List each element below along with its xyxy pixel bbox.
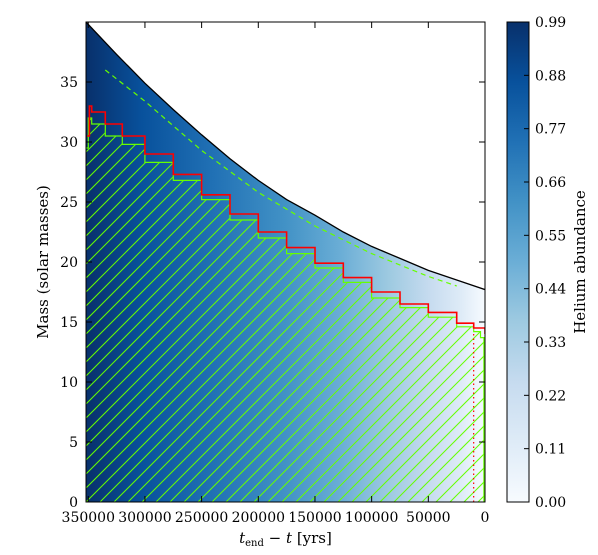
hatch-line (86, 118, 413, 502)
x-tick-label: 350000 (62, 510, 115, 526)
colorbar-tick-label: 0.44 (535, 282, 566, 298)
x-axis-label-units: [yrs] (292, 529, 332, 547)
x-axis-label: tend − t [yrs] (239, 529, 332, 549)
hatch-line (337, 118, 484, 502)
hatch-line (86, 118, 385, 502)
y-tick-label: 0 (69, 495, 78, 511)
x-axis-label-minus: − (264, 529, 286, 547)
y-axis-label: Mass (solar masses) (34, 185, 52, 339)
colorbar-tick-label: 0.77 (535, 122, 566, 138)
y-tick-label: 35 (60, 75, 78, 91)
hatch-line (86, 118, 484, 502)
hatch-line (281, 118, 484, 502)
hatch-line (86, 118, 484, 502)
x-tick-label: 100000 (345, 510, 398, 526)
hatch-line (0, 22, 6, 502)
colorbar-label: Helium abundance (571, 190, 589, 334)
convective-boundary-line (87, 105, 485, 334)
y-tick-label: 25 (60, 195, 78, 211)
helium-abundance-heatmap (86, 22, 485, 502)
x-axis-label-subscript: end (245, 538, 264, 549)
hatch-line (309, 118, 484, 502)
x-tick-label: 50000 (406, 510, 451, 526)
y-tick-label: 15 (60, 315, 78, 331)
hatch-line (267, 118, 484, 502)
y-tick-label: 10 (60, 375, 78, 391)
hatch-line (253, 118, 484, 502)
hatch-line (393, 118, 484, 502)
colorbar-gradient (506, 21, 530, 503)
x-tick-label: 300000 (118, 510, 171, 526)
colorbar-tick-label: 0.11 (535, 442, 566, 458)
y-tick-label: 5 (69, 435, 78, 451)
hatch-line (86, 118, 399, 502)
hatch-line (0, 22, 62, 502)
colorbar-tick-label: 0.66 (535, 175, 566, 191)
colorbar-ticks: 0.00 0.11 0.22 0.33 0.44 0.55 0.66 0.77 0.88 0.99 (524, 15, 566, 511)
hatch-line (0, 22, 34, 502)
colorbar-tick-label: 0.99 (535, 15, 566, 31)
colorbar-tick-label: 0.55 (535, 228, 566, 244)
upper-boundary-dashed-line (104, 69, 457, 287)
total-mass-line (86, 22, 485, 291)
hatch-line (86, 118, 483, 502)
hatch-line (86, 118, 484, 502)
x-axis-label-t: t (286, 529, 293, 547)
hatch-line (379, 118, 484, 502)
y-tick-label: 20 (60, 255, 78, 271)
colorbar-tick-label: 0.00 (535, 495, 566, 511)
hatch-line (86, 118, 357, 502)
colorbar: 0.00 0.11 0.22 0.33 0.44 0.55 0.66 0.77 0.88 0.99… (506, 15, 589, 511)
x-tick-label: 250000 (175, 510, 228, 526)
y-axis-ticks: 0 5 10 15 20 25 30 35 (60, 75, 485, 511)
hatch-line (86, 118, 371, 502)
hatch-line (323, 118, 484, 502)
hatch-line (351, 118, 484, 502)
hatch-line (86, 118, 455, 502)
hatch-line (365, 118, 484, 502)
x-tick-label: 150000 (288, 510, 341, 526)
colorbar-tick-label: 0.88 (535, 68, 566, 84)
hatch-line (86, 118, 469, 502)
plot-area (0, 22, 598, 502)
hatch-line (86, 118, 427, 502)
colorbar-tick-label: 0.33 (535, 335, 566, 351)
hatch-line (86, 118, 441, 502)
x-tick-label: 0 (481, 510, 490, 526)
hatch-line (86, 118, 484, 502)
y-tick-label: 30 (60, 135, 78, 151)
x-axis-ticks: 350000 300000 250000 200000 150000 100000 5000… (62, 22, 490, 526)
hatch-line (86, 118, 343, 502)
hatch-line (86, 118, 484, 502)
hatch-line (0, 22, 20, 502)
hatch-line (590, 22, 598, 502)
x-tick-label: 200000 (232, 510, 285, 526)
x-axis-label-t-end: t (239, 529, 246, 547)
colorbar-tick-label: 0.22 (535, 388, 566, 404)
hatch-line (295, 118, 484, 502)
